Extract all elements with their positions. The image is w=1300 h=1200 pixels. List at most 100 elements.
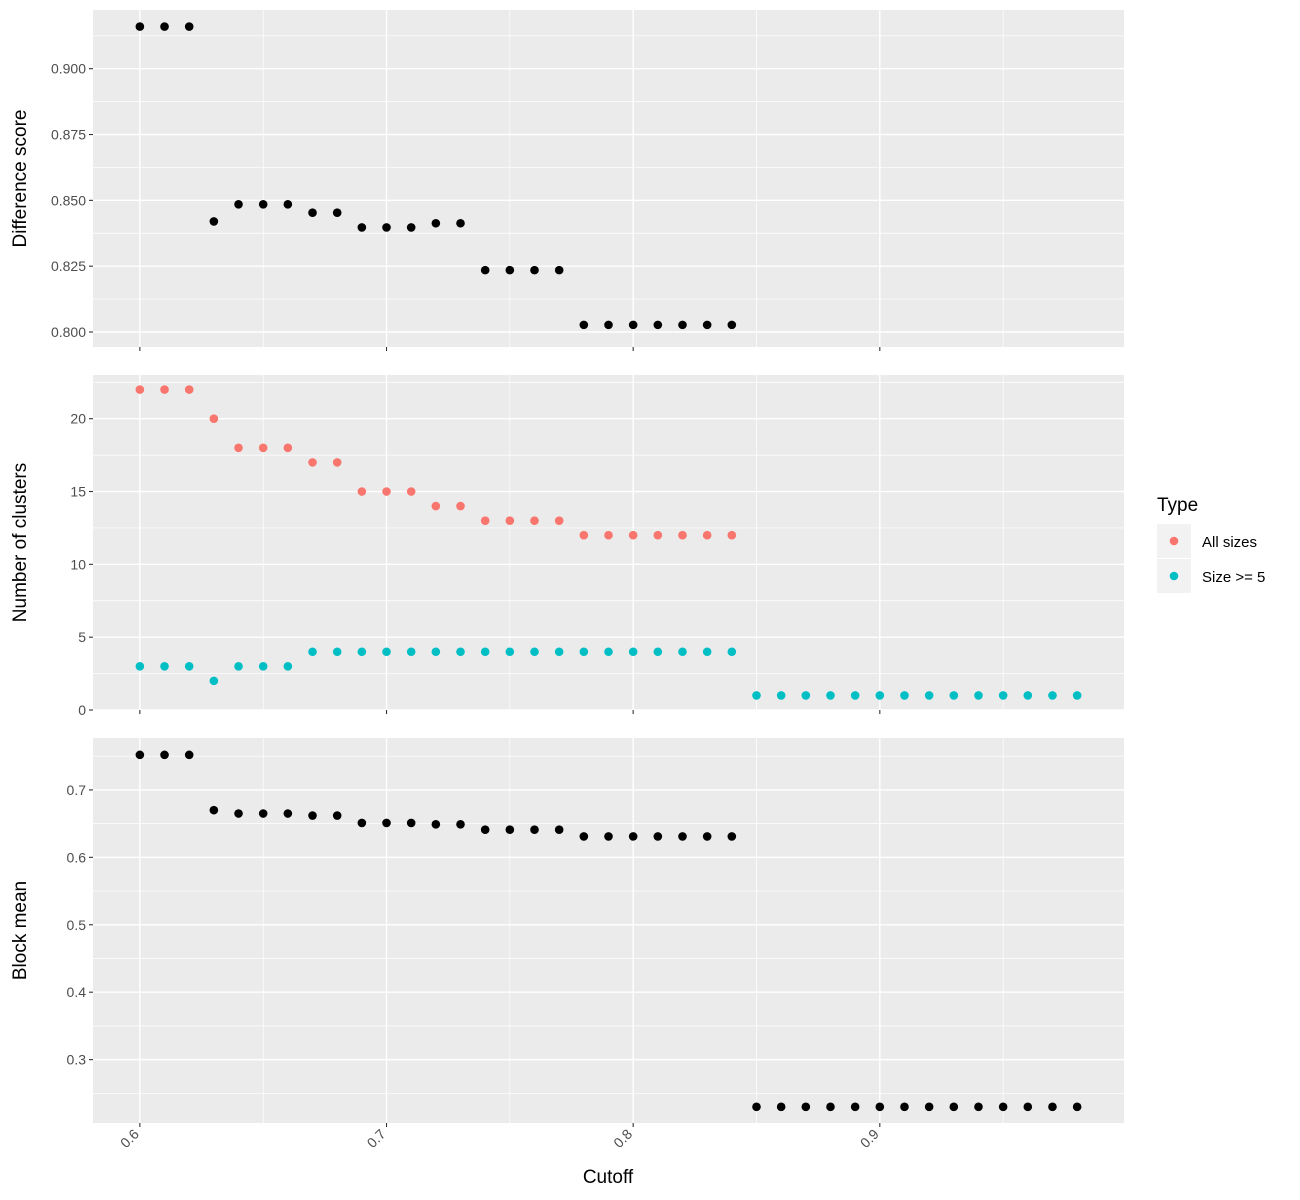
legend-entry: Size >= 5 (1157, 559, 1265, 593)
data-point (382, 647, 391, 657)
data-point (801, 1102, 811, 1112)
y-tick-label: 0.850 (51, 192, 86, 208)
y-axis-title: Difference score (10, 110, 31, 248)
y-tick-label: 0.6 (67, 849, 87, 865)
data-point (628, 530, 638, 540)
data-point (135, 662, 145, 671)
data-point (530, 516, 539, 525)
data-point (258, 809, 268, 818)
data-point (1023, 691, 1033, 700)
y-tick-label: 0.5 (67, 917, 87, 933)
data-point (135, 385, 145, 394)
data-point (505, 825, 515, 834)
data-point (604, 320, 613, 330)
data-point (480, 516, 490, 525)
data-point (332, 458, 342, 467)
y-tick-label: 0.7 (67, 782, 87, 798)
data-point (258, 200, 268, 209)
panel-background (93, 375, 1124, 710)
panel-background (93, 738, 1124, 1123)
y-tick-label: 0 (78, 702, 86, 718)
x-tick-label: 0.8 (610, 1126, 635, 1151)
y-axis-title: Block mean (10, 881, 31, 980)
data-point (875, 691, 885, 700)
data-point (332, 647, 342, 657)
data-point (949, 1102, 959, 1112)
data-point (234, 662, 243, 671)
legend-label: All sizes (1202, 534, 1257, 551)
data-point (505, 647, 515, 657)
data-point (727, 530, 737, 540)
data-point (209, 805, 219, 815)
data-point (678, 832, 687, 841)
y-tick-label: 20 (70, 411, 86, 427)
data-point (184, 662, 194, 671)
data-point (850, 1102, 860, 1112)
data-point (480, 265, 490, 275)
data-point (530, 265, 539, 275)
panel-3: 0.3 0.4 0.5 0.6 0.7 0.6 0.7 0.8 0.9 Block mean (10, 738, 1124, 1151)
data-point (554, 647, 564, 657)
data-point (332, 208, 342, 218)
data-point (628, 320, 638, 330)
data-point (801, 691, 811, 700)
data-point (234, 809, 243, 818)
data-point (456, 218, 465, 228)
data-point (752, 691, 761, 700)
data-point (974, 691, 983, 700)
data-point (924, 1102, 934, 1112)
data-point (160, 385, 169, 394)
data-point (776, 1102, 786, 1112)
data-point (505, 265, 515, 275)
data-point (998, 1102, 1008, 1112)
data-point (900, 691, 909, 700)
data-point (702, 832, 712, 841)
data-point (357, 818, 367, 828)
data-point (1048, 1102, 1057, 1112)
x-tick-label: 0.7 (364, 1126, 389, 1151)
data-point (924, 691, 934, 700)
data-point (554, 516, 564, 525)
series-1 (135, 22, 737, 330)
data-point (357, 647, 367, 657)
x-tick-label: 0.9 (857, 1126, 882, 1151)
data-point (431, 501, 441, 511)
data-point (431, 218, 441, 228)
data-point (653, 832, 663, 841)
data-point (135, 750, 145, 760)
data-point (456, 501, 465, 511)
y-tick-label: 0.3 (67, 1052, 87, 1068)
series-1 (135, 385, 737, 540)
data-point (406, 223, 416, 232)
y-tick-label: 15 (70, 484, 86, 500)
panel-1: 0.800 0.825 0.850 0.875 0.900 Difference scor… (10, 10, 1124, 351)
data-point (776, 691, 786, 700)
data-point (653, 647, 663, 657)
data-point (406, 647, 416, 657)
data-point (308, 458, 317, 467)
y-tick-label: 0.875 (51, 127, 86, 143)
data-point (1072, 691, 1082, 700)
legend-entry: All sizes (1157, 524, 1257, 558)
data-point (209, 217, 219, 226)
data-point (357, 487, 367, 496)
data-point (579, 320, 589, 330)
data-point (308, 208, 317, 218)
data-point (160, 662, 169, 671)
data-point (332, 811, 342, 820)
data-point (234, 200, 243, 209)
data-point (258, 443, 268, 453)
data-point (826, 1102, 835, 1112)
legend: Type All sizes Size >= 5 (1157, 495, 1265, 593)
data-point (604, 530, 613, 540)
y-tick-label: 10 (70, 556, 86, 572)
data-point (604, 832, 613, 841)
data-point (678, 647, 687, 657)
panel-background (93, 10, 1124, 347)
data-point (209, 414, 219, 423)
data-point (875, 1102, 885, 1112)
data-point (554, 825, 564, 834)
data-point (406, 818, 416, 828)
panel-2: 0 5 10 15 20 Number of clusters (10, 375, 1124, 718)
x-axis-title: Cutoff (583, 1167, 634, 1188)
